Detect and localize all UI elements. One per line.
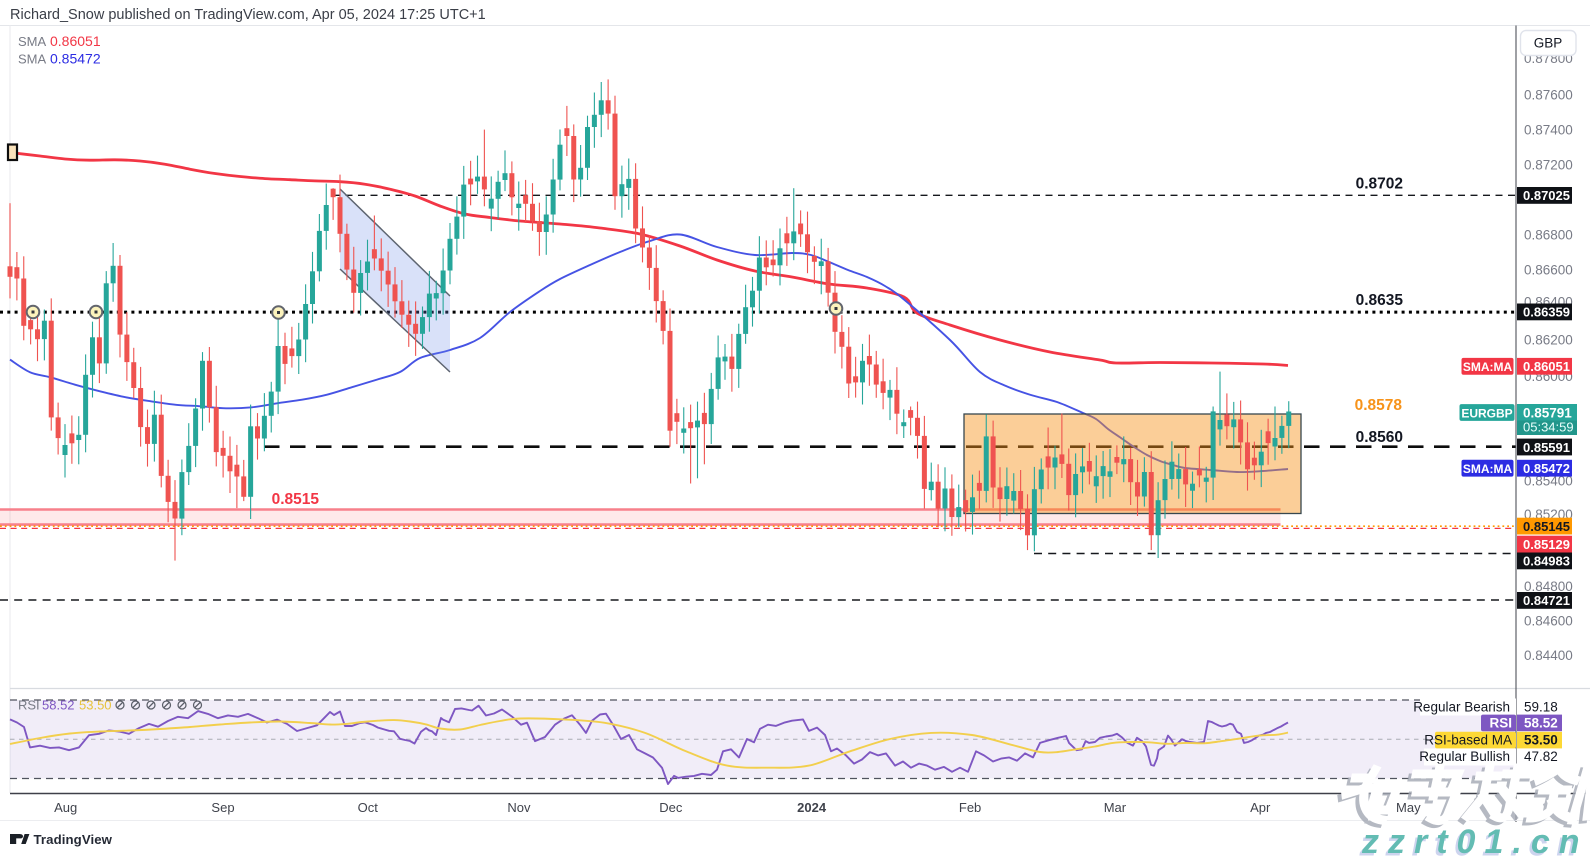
svg-text:Oct: Oct bbox=[358, 800, 379, 815]
svg-text:0.8560: 0.8560 bbox=[1356, 429, 1403, 446]
svg-text:Sep: Sep bbox=[211, 800, 234, 815]
svg-text:0.87600: 0.87600 bbox=[1524, 87, 1573, 102]
svg-text:0.8578: 0.8578 bbox=[1355, 397, 1403, 414]
svg-text:0.86800: 0.86800 bbox=[1524, 227, 1573, 242]
svg-text:0.87025: 0.87025 bbox=[1523, 188, 1570, 203]
svg-text:Mar: Mar bbox=[1104, 800, 1127, 815]
svg-text:0.85591: 0.85591 bbox=[1523, 440, 1570, 455]
svg-text:GBP: GBP bbox=[1534, 36, 1563, 51]
svg-text:May: May bbox=[1396, 800, 1421, 815]
svg-text:0.84721: 0.84721 bbox=[1523, 593, 1570, 608]
svg-text:0.84600: 0.84600 bbox=[1524, 614, 1573, 629]
svg-text:05:34:59: 05:34:59 bbox=[1523, 420, 1574, 435]
svg-text:SMA:MA: SMA:MA bbox=[1463, 360, 1513, 374]
svg-text:53.50: 53.50 bbox=[1524, 733, 1558, 748]
svg-text:Apr: Apr bbox=[1250, 800, 1271, 815]
svg-text:0.84800: 0.84800 bbox=[1524, 579, 1573, 594]
svg-text:0.84400: 0.84400 bbox=[1524, 648, 1573, 663]
svg-text:Feb: Feb bbox=[959, 800, 981, 815]
svg-text:Nov: Nov bbox=[507, 800, 531, 815]
svg-text:0.85472: 0.85472 bbox=[1523, 461, 1570, 476]
svg-text:0.86200: 0.86200 bbox=[1524, 333, 1573, 348]
svg-text:0.8635: 0.8635 bbox=[1356, 292, 1404, 309]
svg-text:RSI-based MA: RSI-based MA bbox=[1424, 733, 1512, 748]
svg-text:58.52: 58.52 bbox=[42, 698, 75, 713]
svg-text:Richard_Snow published on Trad: Richard_Snow published on TradingView.co… bbox=[10, 7, 486, 23]
svg-text:0.8702: 0.8702 bbox=[1356, 176, 1403, 193]
svg-text:0.86051: 0.86051 bbox=[50, 33, 101, 49]
svg-text:Dec: Dec bbox=[659, 800, 683, 815]
svg-text:SMA: SMA bbox=[18, 34, 47, 49]
svg-text:58.52: 58.52 bbox=[1524, 715, 1558, 730]
svg-text:0.85400: 0.85400 bbox=[1524, 473, 1573, 488]
svg-text:0.85129: 0.85129 bbox=[1523, 537, 1570, 552]
svg-text:TradingView: TradingView bbox=[34, 832, 113, 847]
svg-text:0.87400: 0.87400 bbox=[1524, 122, 1573, 137]
svg-text:53.50: 53.50 bbox=[79, 698, 112, 713]
svg-text:47.82: 47.82 bbox=[1524, 749, 1558, 764]
svg-text:Regular Bearish: Regular Bearish bbox=[1413, 700, 1510, 715]
svg-text:2024: 2024 bbox=[797, 800, 827, 815]
svg-text:Regular Bullish: Regular Bullish bbox=[1419, 749, 1510, 764]
svg-text:EURGBP: EURGBP bbox=[1461, 406, 1512, 420]
svg-text:zzrt01.cn: zzrt01.cn bbox=[1359, 826, 1587, 857]
svg-text:0.86051: 0.86051 bbox=[1523, 359, 1570, 374]
svg-text:59.18: 59.18 bbox=[1524, 700, 1558, 715]
svg-text:Aug: Aug bbox=[54, 800, 77, 815]
svg-text:0.85791: 0.85791 bbox=[1523, 406, 1572, 421]
svg-text:0.85145: 0.85145 bbox=[1523, 519, 1570, 534]
svg-text:RSI: RSI bbox=[1489, 715, 1512, 730]
svg-text:0.85472: 0.85472 bbox=[50, 51, 101, 67]
svg-text:0.84983: 0.84983 bbox=[1523, 554, 1570, 569]
svg-text:SMA: SMA bbox=[18, 52, 47, 67]
svg-text:SMA:MA: SMA:MA bbox=[1463, 462, 1513, 476]
svg-text:0.86600: 0.86600 bbox=[1524, 263, 1573, 278]
svg-text:zzrt01.cn: zzrt01.cn bbox=[1361, 823, 1589, 857]
svg-text:0.87200: 0.87200 bbox=[1524, 157, 1573, 172]
svg-text:RSI: RSI bbox=[18, 698, 40, 713]
svg-text:0.86359: 0.86359 bbox=[1523, 305, 1570, 320]
svg-text:0.8515: 0.8515 bbox=[272, 491, 320, 508]
